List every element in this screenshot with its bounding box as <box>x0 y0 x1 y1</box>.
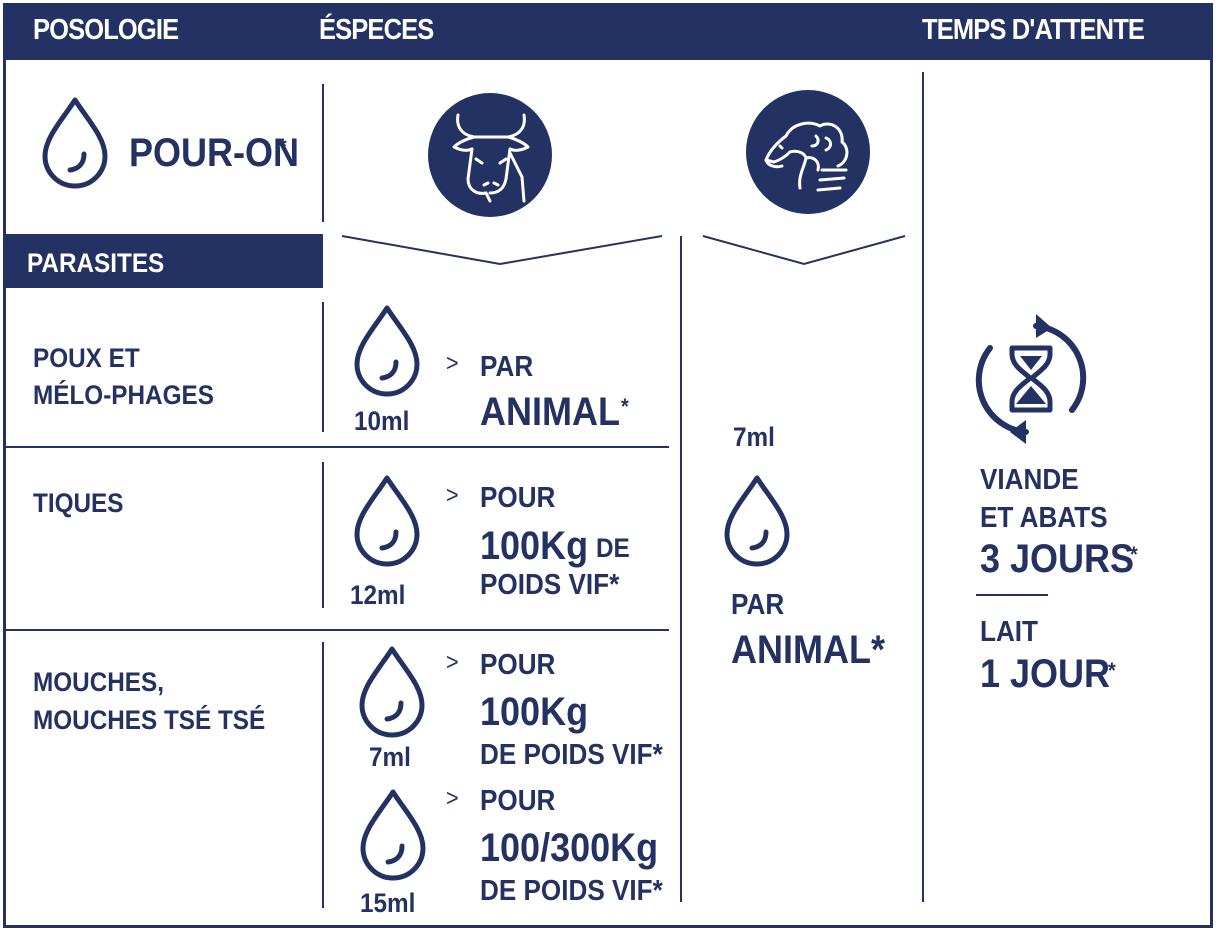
drop-icon <box>42 97 108 189</box>
cattle-dose-2-line2: 100Kg <box>480 524 589 568</box>
divider <box>322 302 324 432</box>
cattle-dose-1-line1: PAR <box>480 351 534 383</box>
row-divider <box>6 446 669 448</box>
divider <box>680 236 682 902</box>
withdrawal-meat-line1: VIANDE <box>980 464 1079 496</box>
cattle-dose-2-line3: POIDS VIF* <box>480 569 620 601</box>
parasites-title: PARASITES <box>27 248 165 278</box>
withdrawal-meat-star: * <box>1130 542 1138 567</box>
divider <box>322 84 324 222</box>
drop-icon <box>724 475 790 567</box>
sheep-dose-volume: 7ml <box>733 422 775 452</box>
header-posologie: POSOLOGIE <box>33 14 179 46</box>
cattle-dose-1-volume: 10ml <box>354 406 410 436</box>
parasite-row-1-line2: MÉLO-PHAGES <box>33 380 214 410</box>
arrow-icon: > <box>446 649 459 676</box>
parasite-row-1-line1: POUX ET <box>33 343 140 373</box>
header-especes: ÉSPECES <box>319 14 434 46</box>
withdrawal-milk-line1: LAIT <box>980 616 1038 648</box>
arrow-icon: > <box>446 785 459 812</box>
withdrawal-meat-days: 3 JOURS <box>980 537 1135 581</box>
parasite-row-3-line1: MOUCHES, <box>33 667 164 697</box>
arrow-icon: > <box>446 350 459 377</box>
cattle-dose-4-line2: 100/300Kg <box>480 826 659 870</box>
application-star: * <box>279 134 287 159</box>
header-temps-attente: TEMPS D'ATTENTE <box>922 14 1145 46</box>
arrow-icon: > <box>446 482 459 509</box>
cattle-dose-4-volume: 15ml <box>360 888 416 918</box>
divider <box>922 72 924 902</box>
sheep-dose-line1: PAR <box>731 589 785 621</box>
withdrawal-divider <box>976 594 1048 596</box>
divider <box>322 642 324 908</box>
cattle-dose-3-line1: POUR <box>480 649 556 681</box>
cattle-dose-2-line1: POUR <box>480 482 556 514</box>
withdrawal-milk-days: 1 JOUR <box>980 652 1111 696</box>
parasite-row-3-line2: MOUCHES TSÉ TSÉ <box>33 705 266 735</box>
drop-icon <box>354 475 420 567</box>
drop-icon <box>360 789 426 881</box>
withdrawal-meat-line2: ET ABATS <box>980 502 1108 534</box>
drop-icon <box>359 646 425 738</box>
hourglass-refresh-icon <box>975 314 1087 444</box>
cattle-dose-2-suffix: DE <box>596 533 630 563</box>
sheep-dose-line2: ANIMAL* <box>731 628 885 672</box>
header-bar <box>3 3 1213 60</box>
cattle-dose-3-volume: 7ml <box>369 742 411 772</box>
cattle-dose-3-line2: 100Kg <box>480 690 589 734</box>
cattle-dose-4-line1: POUR <box>480 785 556 817</box>
cattle-dose-1-line2: ANIMAL <box>480 390 620 434</box>
sheep-head-icon <box>746 90 870 214</box>
parasite-row-2-line1: TIQUES <box>33 488 124 518</box>
cattle-dose-1-star: * <box>621 394 629 419</box>
divider <box>322 462 324 608</box>
cattle-dose-4-line3: DE POIDS VIF* <box>480 875 663 907</box>
parasites-bar <box>3 234 323 288</box>
cattle-dose-3-line3: DE POIDS VIF* <box>480 739 663 771</box>
application-label: POUR-ON <box>129 131 300 175</box>
row-divider <box>6 629 669 631</box>
cattle-dose-2-volume: 12ml <box>350 580 406 610</box>
cow-head-icon <box>428 93 552 217</box>
withdrawal-milk-star: * <box>1108 658 1116 683</box>
drop-icon <box>354 305 420 397</box>
